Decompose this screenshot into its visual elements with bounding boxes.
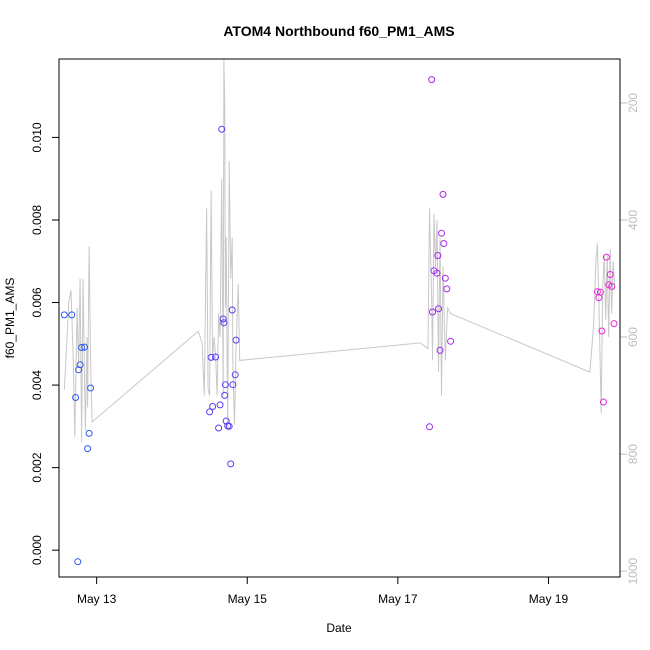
data-point: [439, 190, 447, 198]
data-point: [598, 327, 606, 335]
data-point: [441, 274, 449, 282]
axes-layer: May 13 May 15 May 17 May 19 0.000 0.002 0.004 0…: [30, 93, 640, 606]
data-point: [219, 315, 227, 323]
data-point: [229, 381, 237, 389]
data-point: [438, 229, 445, 237]
data-point: [433, 269, 441, 277]
data-point: [447, 337, 455, 345]
data-point: [436, 346, 444, 354]
data-point: [84, 445, 92, 453]
x-tick-label: May 15: [228, 592, 268, 606]
data-point: [81, 343, 89, 351]
y2-tick-label: 600: [626, 327, 640, 347]
y-tick-label: 0.002: [30, 452, 44, 482]
data-point: [68, 311, 76, 319]
y2-tick-label: 1000: [626, 557, 640, 584]
data-point: [610, 320, 618, 328]
data-point: [596, 288, 604, 296]
data-point: [206, 408, 214, 416]
y2-tick-label: 400: [626, 210, 640, 230]
data-point: [72, 394, 80, 401]
y-tick-label: 0.010: [30, 122, 44, 152]
data-point: [60, 311, 68, 319]
data-point: [220, 319, 228, 327]
x-tick-label: May 17: [378, 592, 418, 606]
data-point: [221, 381, 229, 389]
data-point: [429, 308, 436, 316]
data-point: [225, 422, 233, 430]
y-axis-label: f60_PM1_AMS: [3, 278, 17, 359]
data-point: [222, 417, 230, 425]
data-point: [606, 271, 614, 278]
y-tick-label: 0.008: [30, 205, 44, 235]
data-point: [231, 371, 239, 379]
data-point: [218, 125, 226, 133]
plot-frame: [58, 58, 621, 578]
data-point: [434, 252, 442, 259]
y2-tick-label: 800: [626, 444, 640, 464]
data-point: [228, 306, 236, 314]
data-point: [221, 391, 229, 399]
data-point: [76, 361, 84, 369]
y-tick-label: 0.004: [30, 370, 44, 400]
data-point: [75, 366, 83, 374]
data-point: [602, 253, 610, 261]
data-point: [232, 336, 240, 344]
data-points-layer: [60, 76, 618, 566]
data-point: [87, 384, 95, 392]
data-point: [227, 460, 235, 468]
data-point: [212, 353, 220, 361]
data-point: [428, 76, 436, 84]
data-point: [435, 305, 442, 313]
y2-tick-label: 200: [626, 93, 640, 113]
y-tick-label: 0.006: [30, 287, 44, 317]
data-point: [78, 344, 86, 351]
data-point: [215, 424, 223, 432]
data-point: [599, 398, 607, 406]
data-point: [74, 558, 82, 566]
x-axis-label: Date: [326, 621, 352, 635]
data-point: [443, 285, 451, 293]
data-point: [85, 429, 93, 437]
data-point: [216, 401, 224, 409]
data-point: [608, 282, 616, 290]
x-tick-label: May 13: [77, 592, 117, 606]
y-tick-label: 0.000: [30, 535, 44, 565]
x-tick-label: May 19: [529, 592, 569, 606]
data-point: [209, 403, 217, 410]
secondary-trace-line: [63, 58, 616, 443]
data-point: [440, 240, 448, 247]
secondary-trace-layer: [63, 58, 616, 443]
data-point: [207, 353, 215, 361]
chart-title: ATOM4 Northbound f60_PM1_AMS: [223, 23, 454, 39]
data-point: [426, 423, 433, 431]
